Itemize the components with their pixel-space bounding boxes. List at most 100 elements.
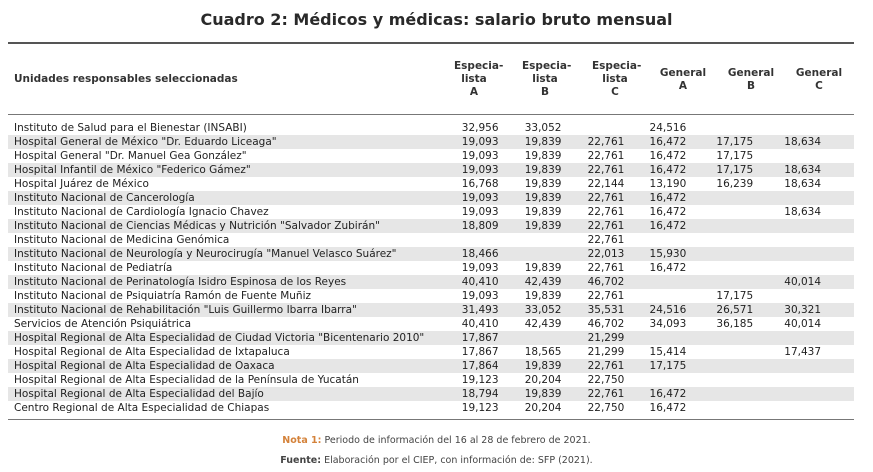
salary-cell: 16,472 bbox=[649, 206, 687, 218]
salary-cell bbox=[698, 247, 767, 261]
salary-cell: 33,052 bbox=[524, 122, 562, 134]
unit-name-cell: Instituto de Salud para el Bienestar (IN… bbox=[14, 122, 247, 134]
salary-cell: 22,761 bbox=[587, 150, 625, 162]
salary-cell: 34,093 bbox=[649, 318, 687, 330]
salary-cell: 16,472 bbox=[631, 219, 699, 233]
salary-cell: 17,175 bbox=[698, 135, 767, 149]
salary-cell: 15,414 bbox=[649, 346, 687, 358]
salary-cell bbox=[698, 387, 767, 401]
salary-cell: 16,472 bbox=[631, 135, 699, 149]
salary-cell bbox=[698, 121, 766, 135]
unit-name-cell: Instituto Nacional de Cardiología Ignaci… bbox=[14, 206, 269, 218]
salary-cell: 16,472 bbox=[631, 191, 699, 205]
salary-cell: 22,761 bbox=[569, 135, 632, 149]
salary-cell bbox=[766, 331, 854, 345]
salary-cell: 22,761 bbox=[569, 359, 632, 373]
salary-cell: 21,299 bbox=[569, 331, 632, 345]
unit-name-cell: Instituto Nacional de Psiquiatría Ramón … bbox=[14, 290, 311, 302]
salary-cell bbox=[766, 247, 854, 261]
unit-name-cell: Instituto Nacional de Neurología y Neuro… bbox=[8, 247, 444, 261]
salary-cell bbox=[766, 191, 854, 205]
salary-cell: 35,531 bbox=[569, 303, 632, 317]
unit-name-cell: Servicios de Atención Psiquiátrica bbox=[14, 318, 192, 330]
table-row: Hospital General "Dr. Manuel Gea Gonzále… bbox=[8, 149, 854, 163]
salary-cell bbox=[632, 233, 699, 247]
note-1-label: Nota 1: bbox=[282, 435, 322, 446]
salary-cell: 22,013 bbox=[569, 247, 632, 261]
salary-cell: 22,761 bbox=[587, 234, 625, 246]
salary-cell: 16,472 bbox=[649, 150, 687, 162]
table-row: Instituto Nacional de Cancerología 19,093… bbox=[8, 191, 854, 205]
table-row: Instituto de Salud para el Bienestar (IN… bbox=[8, 121, 854, 135]
unit-name-cell: Instituto Nacional de Medicina Genómica bbox=[14, 234, 230, 246]
salary-cell: 19,839 bbox=[506, 135, 570, 149]
salary-cell: 19,839 bbox=[506, 387, 570, 401]
header-especialista-c: Especia- lista C bbox=[592, 60, 642, 98]
salary-cell bbox=[444, 233, 507, 247]
salary-cell: 19,839 bbox=[524, 150, 562, 162]
salary-cell bbox=[766, 289, 854, 303]
header-general-c: General C bbox=[795, 67, 843, 92]
salary-cell: 18,634 bbox=[766, 135, 854, 149]
header-divider bbox=[8, 114, 854, 115]
salary-cell: 22,144 bbox=[587, 178, 625, 190]
salary-cell: 19,093 bbox=[443, 191, 507, 205]
source-label: Fuente: bbox=[280, 455, 322, 466]
salary-cell bbox=[632, 373, 699, 387]
table-row: Instituto Nacional de Ciencias Médicas y… bbox=[8, 219, 854, 233]
salary-cell: 19,839 bbox=[506, 191, 570, 205]
salary-cell: 42,439 bbox=[506, 275, 570, 289]
salary-cell: 18,634 bbox=[784, 178, 822, 190]
salary-cell: 16,472 bbox=[649, 402, 687, 414]
salary-cell: 40,410 bbox=[443, 275, 507, 289]
salary-cell: 36,185 bbox=[716, 318, 754, 330]
salary-cell: 20,204 bbox=[524, 374, 562, 386]
source-note: Fuente: Elaboración por el CIEP, con inf… bbox=[0, 455, 873, 466]
salary-cell: 19,839 bbox=[524, 262, 562, 274]
note-1: Nota 1: Periodo de información del 16 al… bbox=[0, 435, 873, 446]
salary-cell bbox=[766, 359, 854, 373]
table-row: Instituto Nacional de Cardiología Ignaci… bbox=[8, 205, 854, 219]
salary-cell: 19,093 bbox=[443, 163, 507, 177]
salary-cell: 22,761 bbox=[569, 219, 632, 233]
salary-cell bbox=[698, 219, 767, 233]
salary-cell: 16,239 bbox=[716, 178, 754, 190]
salary-cell: 19,093 bbox=[461, 150, 499, 162]
salary-cell bbox=[698, 275, 767, 289]
salary-cell: 19,093 bbox=[461, 206, 499, 218]
salary-cell: 18,634 bbox=[784, 206, 822, 218]
table-row: Hospital Regional de Alta Especialidad d… bbox=[8, 345, 854, 359]
table-row: Instituto Nacional de Perinatología Isid… bbox=[8, 275, 854, 289]
table-row: Instituto Nacional de Rehabilitación "Lu… bbox=[8, 303, 854, 317]
salary-cell bbox=[698, 401, 766, 415]
table-row: Hospital General de México "Dr. Eduardo … bbox=[8, 135, 854, 149]
header-general-b: General B bbox=[727, 67, 775, 92]
salary-cell: 19,123 bbox=[461, 374, 499, 386]
salary-cell: 22,761 bbox=[587, 206, 625, 218]
salary-cell bbox=[698, 205, 766, 219]
table-row: Centro Regional de Alta Especialidad de … bbox=[8, 401, 854, 415]
unit-name-cell: Hospital Regional de Alta Especialidad d… bbox=[8, 359, 444, 373]
salary-cell: 17,175 bbox=[698, 163, 767, 177]
table-row: Hospital Juárez de México 16,768 19,839 22,… bbox=[8, 177, 854, 191]
salary-cell: 17,867 bbox=[443, 331, 507, 345]
salary-cell: 16,472 bbox=[631, 387, 699, 401]
table-row: Instituto Nacional de Neurología y Neuro… bbox=[8, 247, 854, 261]
salary-cell: 19,123 bbox=[461, 402, 499, 414]
salary-cell bbox=[698, 261, 766, 275]
salary-cell bbox=[570, 121, 632, 135]
salary-cell: 40,410 bbox=[461, 318, 499, 330]
salary-cell bbox=[766, 373, 854, 387]
table-row: Hospital Infantil de México "Federico Gá… bbox=[8, 163, 854, 177]
salary-cell: 22,761 bbox=[569, 387, 632, 401]
table-row: Hospital Regional de Alta Especialidad d… bbox=[8, 331, 854, 345]
unit-name-cell: Hospital Regional de Alta Especialidad d… bbox=[8, 387, 444, 401]
salary-cell bbox=[698, 331, 767, 345]
salary-cell bbox=[506, 331, 570, 345]
salary-cell bbox=[631, 275, 699, 289]
salary-cell: 33,052 bbox=[506, 303, 570, 317]
unit-name-cell: Instituto Nacional de Cancerología bbox=[8, 191, 444, 205]
salary-cell: 18,565 bbox=[524, 346, 562, 358]
salary-cell bbox=[766, 219, 854, 233]
table-row: Hospital Regional de Alta Especialidad d… bbox=[8, 359, 854, 373]
